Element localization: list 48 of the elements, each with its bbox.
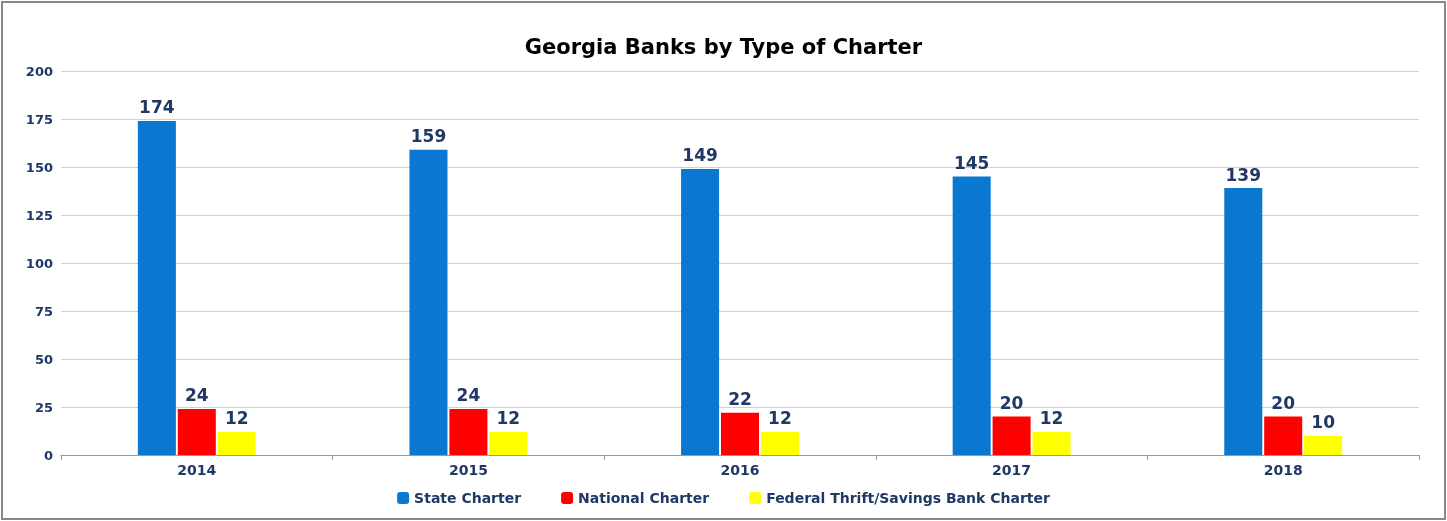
y-tick-label: 100: [25, 255, 53, 271]
x-tick-label: 2014: [177, 462, 217, 478]
data-label: 12: [768, 408, 792, 429]
legend-label: National Charter: [578, 490, 710, 506]
chart-title: Georgia Banks by Type of Charter: [524, 34, 923, 59]
bar: [137, 120, 176, 455]
x-tick-label: 2017: [992, 462, 1032, 478]
y-tick-label: 25: [34, 399, 53, 415]
y-tick-label: 0: [43, 447, 53, 463]
bar: [760, 431, 799, 455]
data-label: 139: [1225, 164, 1262, 185]
x-tick-label: 2016: [720, 462, 760, 478]
y-tick-label: 125: [25, 207, 53, 223]
bar: [1224, 188, 1263, 455]
bar: [217, 431, 256, 455]
y-tick-label: 175: [25, 111, 53, 127]
y-tick-label: 150: [25, 159, 53, 175]
data-label: 10: [1311, 412, 1336, 433]
data-label: 20: [1271, 393, 1296, 414]
data-label: 20: [999, 393, 1024, 414]
legend-label: Federal Thrift/Savings Bank Charter: [766, 490, 1050, 506]
data-label: 145: [953, 153, 990, 174]
data-label: 159: [410, 126, 447, 147]
data-label: 12: [496, 408, 521, 429]
data-label: 22: [728, 389, 752, 410]
bar: [1304, 435, 1343, 455]
y-tick-label: 50: [34, 351, 53, 367]
y-tick-label: 200: [25, 63, 53, 79]
bar: [952, 176, 991, 455]
bar: [1032, 431, 1071, 455]
bar: [681, 168, 720, 455]
bar: [1264, 416, 1303, 455]
legend-label: State Charter: [414, 490, 522, 506]
data-label: 174: [139, 97, 175, 118]
bar: [449, 408, 488, 455]
x-tick-label: 2015: [448, 462, 488, 478]
bar: [992, 416, 1031, 455]
data-label: 12: [224, 408, 249, 429]
x-tick-label: 2018: [1263, 462, 1303, 478]
bar: [177, 408, 216, 455]
data-label: 149: [682, 145, 718, 166]
data-label: 24: [456, 385, 481, 406]
bar: [720, 412, 760, 455]
data-label: 24: [184, 385, 209, 406]
bar: [489, 431, 528, 455]
data-label: 12: [1039, 408, 1064, 429]
y-tick-label: 75: [34, 303, 53, 319]
bar: [409, 149, 448, 455]
